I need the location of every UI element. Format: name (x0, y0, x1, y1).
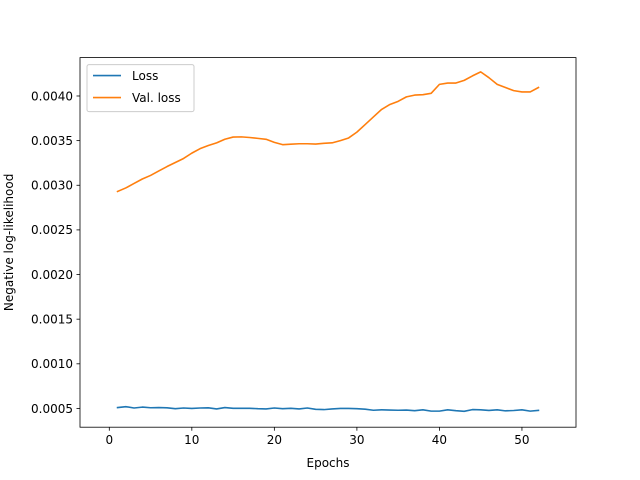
plot-area (116, 71, 540, 413)
series-line-loss (116, 405, 540, 413)
y-tick-label: 0.0040 (31, 89, 73, 103)
y-axis: 0.0005 0.0010 0.0015 0.0020 0.0025 0.0030 0.00… (31, 89, 80, 416)
y-tick-label: 0.0015 (31, 312, 73, 326)
x-tick-label: 0 (105, 433, 113, 447)
y-axis-label: Negative log-likelihood (2, 174, 16, 311)
x-tick-label: 10 (184, 433, 199, 447)
series-line-val-loss (116, 71, 540, 193)
axes-frame (79, 57, 577, 428)
x-tick-label: 30 (349, 433, 364, 447)
x-axis-label: Epochs (307, 456, 350, 470)
legend-label-val-loss: Val. loss (132, 91, 181, 105)
x-axis: 0 10 20 30 40 50 (105, 427, 530, 447)
y-tick-label: 0.0010 (31, 357, 73, 371)
y-tick-label: 0.0020 (31, 268, 73, 282)
y-tick-label: 0.0035 (31, 134, 73, 148)
x-tick-label: 50 (514, 433, 529, 447)
y-tick-label: 0.0005 (31, 402, 73, 416)
legend-label-loss: Loss (132, 69, 158, 83)
y-tick-label: 0.0030 (31, 179, 73, 193)
x-tick-label: 40 (432, 433, 447, 447)
y-tick-label: 0.0025 (31, 223, 73, 237)
x-tick-label: 20 (267, 433, 282, 447)
legend: Loss Val. loss (86, 64, 195, 113)
